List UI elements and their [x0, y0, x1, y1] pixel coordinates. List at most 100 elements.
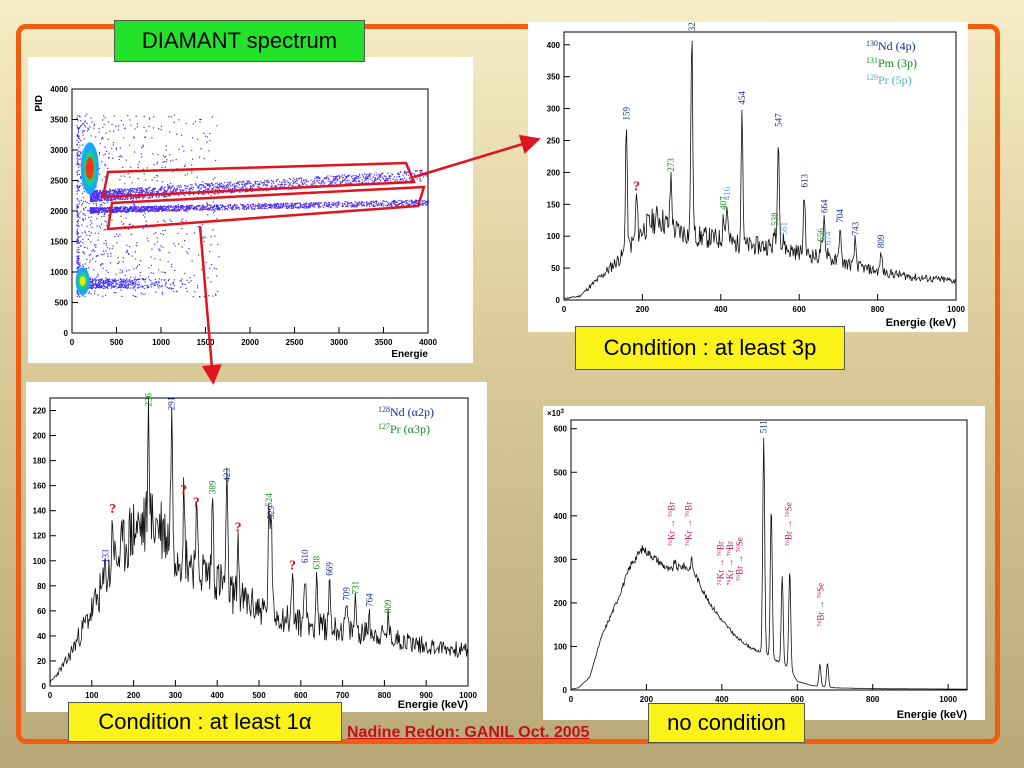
scatter-point [339, 203, 341, 205]
scatter-point [176, 209, 178, 211]
scatter-point [115, 273, 117, 275]
scatter-point [153, 285, 155, 287]
scatter-point [174, 209, 176, 212]
scatter-point [117, 279, 119, 281]
scatter-point [379, 180, 382, 182]
legend-entry: 131Pm (3p) [866, 56, 917, 70]
scatter-point [243, 189, 245, 191]
scatter-point [143, 173, 145, 175]
scatter-point [122, 280, 125, 282]
scatter-point [171, 266, 173, 268]
scatter-point [91, 280, 93, 282]
scatter-point [407, 174, 409, 176]
scatter-point [341, 202, 343, 204]
scatter-point [98, 127, 100, 130]
scatter-point [88, 267, 90, 269]
scatter-point [181, 189, 183, 191]
scatter-point [93, 207, 95, 209]
scatter-point [160, 186, 162, 188]
scatter-point [337, 184, 339, 186]
scatter-point [288, 188, 290, 190]
scatter-point [84, 246, 86, 248]
scatter-point [238, 190, 240, 192]
scatter-point [215, 294, 217, 296]
scatter-point [93, 127, 95, 129]
scatter-point [100, 287, 102, 289]
scatter-point [102, 295, 104, 297]
scatter-point [104, 209, 106, 211]
scatter-point [137, 164, 139, 166]
scatter-point [247, 204, 249, 206]
scatter-point [161, 166, 163, 169]
scatter-point [189, 208, 191, 210]
scatter-point [155, 194, 157, 196]
scatter-point [126, 249, 128, 251]
scatter-point [223, 188, 225, 190]
scatter-point [342, 184, 345, 186]
scatter-point [387, 202, 389, 204]
scatter-point [151, 137, 153, 139]
scatter-point [189, 190, 191, 192]
x-tick-label: 500 [252, 691, 266, 700]
scatter-point [78, 169, 80, 171]
scatter-point [103, 242, 105, 245]
scatter-point [176, 191, 178, 194]
scatter-point [414, 203, 416, 205]
scatter-point [319, 184, 322, 186]
peak-label: 423 [222, 468, 232, 482]
legend-entry: 127Pr (α3p) [378, 422, 430, 436]
scatter-point [399, 202, 401, 205]
scatter-point [90, 207, 92, 209]
scatter-point [262, 185, 264, 187]
scatter-point [82, 130, 84, 132]
scatter-point [138, 161, 140, 163]
scatter-point [107, 281, 110, 283]
scatter-point [133, 209, 135, 211]
scatter-point [122, 270, 124, 272]
scatter-point [126, 270, 128, 272]
scatter-point [179, 191, 181, 193]
scatter-point [307, 186, 310, 189]
scatter-point [113, 280, 115, 282]
scatter-point [358, 204, 360, 206]
scatter-point [90, 254, 92, 256]
scatter-point [373, 201, 375, 203]
scatter-point [98, 280, 100, 282]
scatter-point [173, 121, 175, 123]
scatter-point [375, 203, 377, 205]
scatter-point [121, 295, 123, 297]
scatter-point [95, 285, 97, 287]
scatter-point [270, 204, 272, 206]
scatter-point [94, 198, 97, 200]
scatter-point [164, 195, 166, 197]
scatter-point [94, 193, 96, 195]
scatter-point [200, 208, 202, 210]
scatter-point [154, 282, 156, 284]
scatter-point [165, 193, 167, 195]
scatter-point [163, 219, 165, 221]
scatter-point [132, 295, 134, 297]
scatter-point [90, 241, 92, 243]
scatter-point [397, 205, 399, 207]
scatter-point [140, 260, 142, 262]
scatter-point [76, 234, 78, 236]
scatter-point [91, 211, 93, 213]
scatter-point [97, 285, 99, 287]
scatter-point [219, 209, 221, 211]
scatter-point [185, 190, 187, 192]
scatter-point [381, 176, 383, 178]
scatter-point [141, 190, 143, 192]
scatter-point [94, 212, 96, 214]
scatter-point [249, 185, 252, 187]
scatter-point [100, 208, 102, 210]
scatter-point [100, 195, 102, 197]
scatter-point [245, 190, 247, 193]
scatter-point [199, 296, 201, 298]
scatter-point [353, 203, 355, 205]
scatter-point [213, 186, 215, 188]
scatter-point [336, 175, 338, 177]
scatter-point [80, 211, 82, 213]
scatter-point [117, 257, 119, 259]
scatter-point [126, 195, 128, 197]
scatter-point [134, 208, 137, 210]
